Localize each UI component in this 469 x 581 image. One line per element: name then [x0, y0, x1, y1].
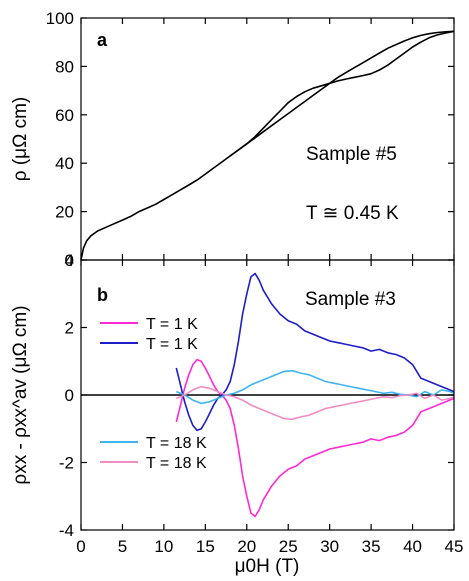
series-line-a-1 [229, 30, 455, 157]
y-tick-label: 0 [65, 251, 74, 270]
panel-b-x-ticks: 0 5 10 15 20 25 30 35 40 45 [76, 260, 463, 556]
panel-a-y-axis-title: ρ (μΩ cm) [10, 97, 31, 182]
y-tick-label: -4 [59, 521, 74, 540]
y-tick-label: 60 [55, 106, 74, 125]
panel-a-plot-area [80, 30, 455, 261]
legend-label: T = 1 K [146, 336, 198, 353]
y-tick-label: 80 [55, 57, 74, 76]
x-tick-label: 5 [118, 537, 127, 556]
legend-label: T = 18 K [146, 435, 207, 452]
y-tick-label: 40 [55, 154, 74, 173]
x-tick-label: 15 [196, 537, 215, 556]
panel-b-legend: T = 1 K T = 1 K T = 18 K T = 18 K [100, 316, 207, 472]
series-line-b-1 [175, 272, 455, 432]
x-tick-label: 20 [237, 537, 256, 556]
y-tick-label: 0 [65, 386, 74, 405]
legend-label: T = 18 K [146, 455, 207, 472]
panel-b-letter: b [97, 285, 108, 305]
series-line-a-0 [80, 30, 455, 261]
series-line-b-2 [175, 369, 455, 405]
panel-a-letter: a [97, 30, 108, 50]
y-tick-label: 100 [46, 9, 74, 28]
x-tick-label: 35 [362, 537, 381, 556]
panel-a: 0 20 40 60 80 100 a Sample #5 T ≅ 0.45 K ρ (μ… [10, 9, 455, 270]
x-tick-label: 30 [320, 537, 339, 556]
panel-a-y-ticks: 0 20 40 60 80 100 [46, 9, 454, 270]
panel-a-sample-label: Sample #5 [306, 144, 397, 165]
x-tick-label: 40 [403, 537, 422, 556]
panel-b-y-axis-title: ρxx - ρxx^av (μΩ cm) [10, 305, 31, 484]
panel-b: -4 -2 0 2 4 0 5 10 15 20 25 30 35 40 45 b Sample #3 T… [10, 251, 463, 577]
y-tick-label: -2 [59, 454, 74, 473]
series-line-b-0 [175, 358, 455, 518]
series-line-b-3 [175, 385, 455, 421]
panel-b-plot-area [81, 272, 455, 518]
x-tick-label: 0 [76, 537, 85, 556]
x-tick-label: 25 [279, 537, 298, 556]
y-tick-label: 2 [65, 319, 74, 338]
x-axis-title: μ0H (T) [235, 556, 300, 577]
x-tick-label: 10 [154, 537, 173, 556]
panel-b-sample-label: Sample #3 [305, 289, 396, 310]
x-tick-label: 45 [445, 537, 464, 556]
y-tick-label: 4 [65, 251, 74, 270]
panel-a-x-ticks [80, 18, 455, 260]
y-tick-label: 20 [55, 203, 74, 222]
panel-a-temperature-label: T ≅ 0.45 K [306, 203, 399, 224]
legend-label: T = 1 K [146, 316, 198, 333]
panel-b-y-ticks: -4 -2 0 2 4 [59, 251, 454, 540]
